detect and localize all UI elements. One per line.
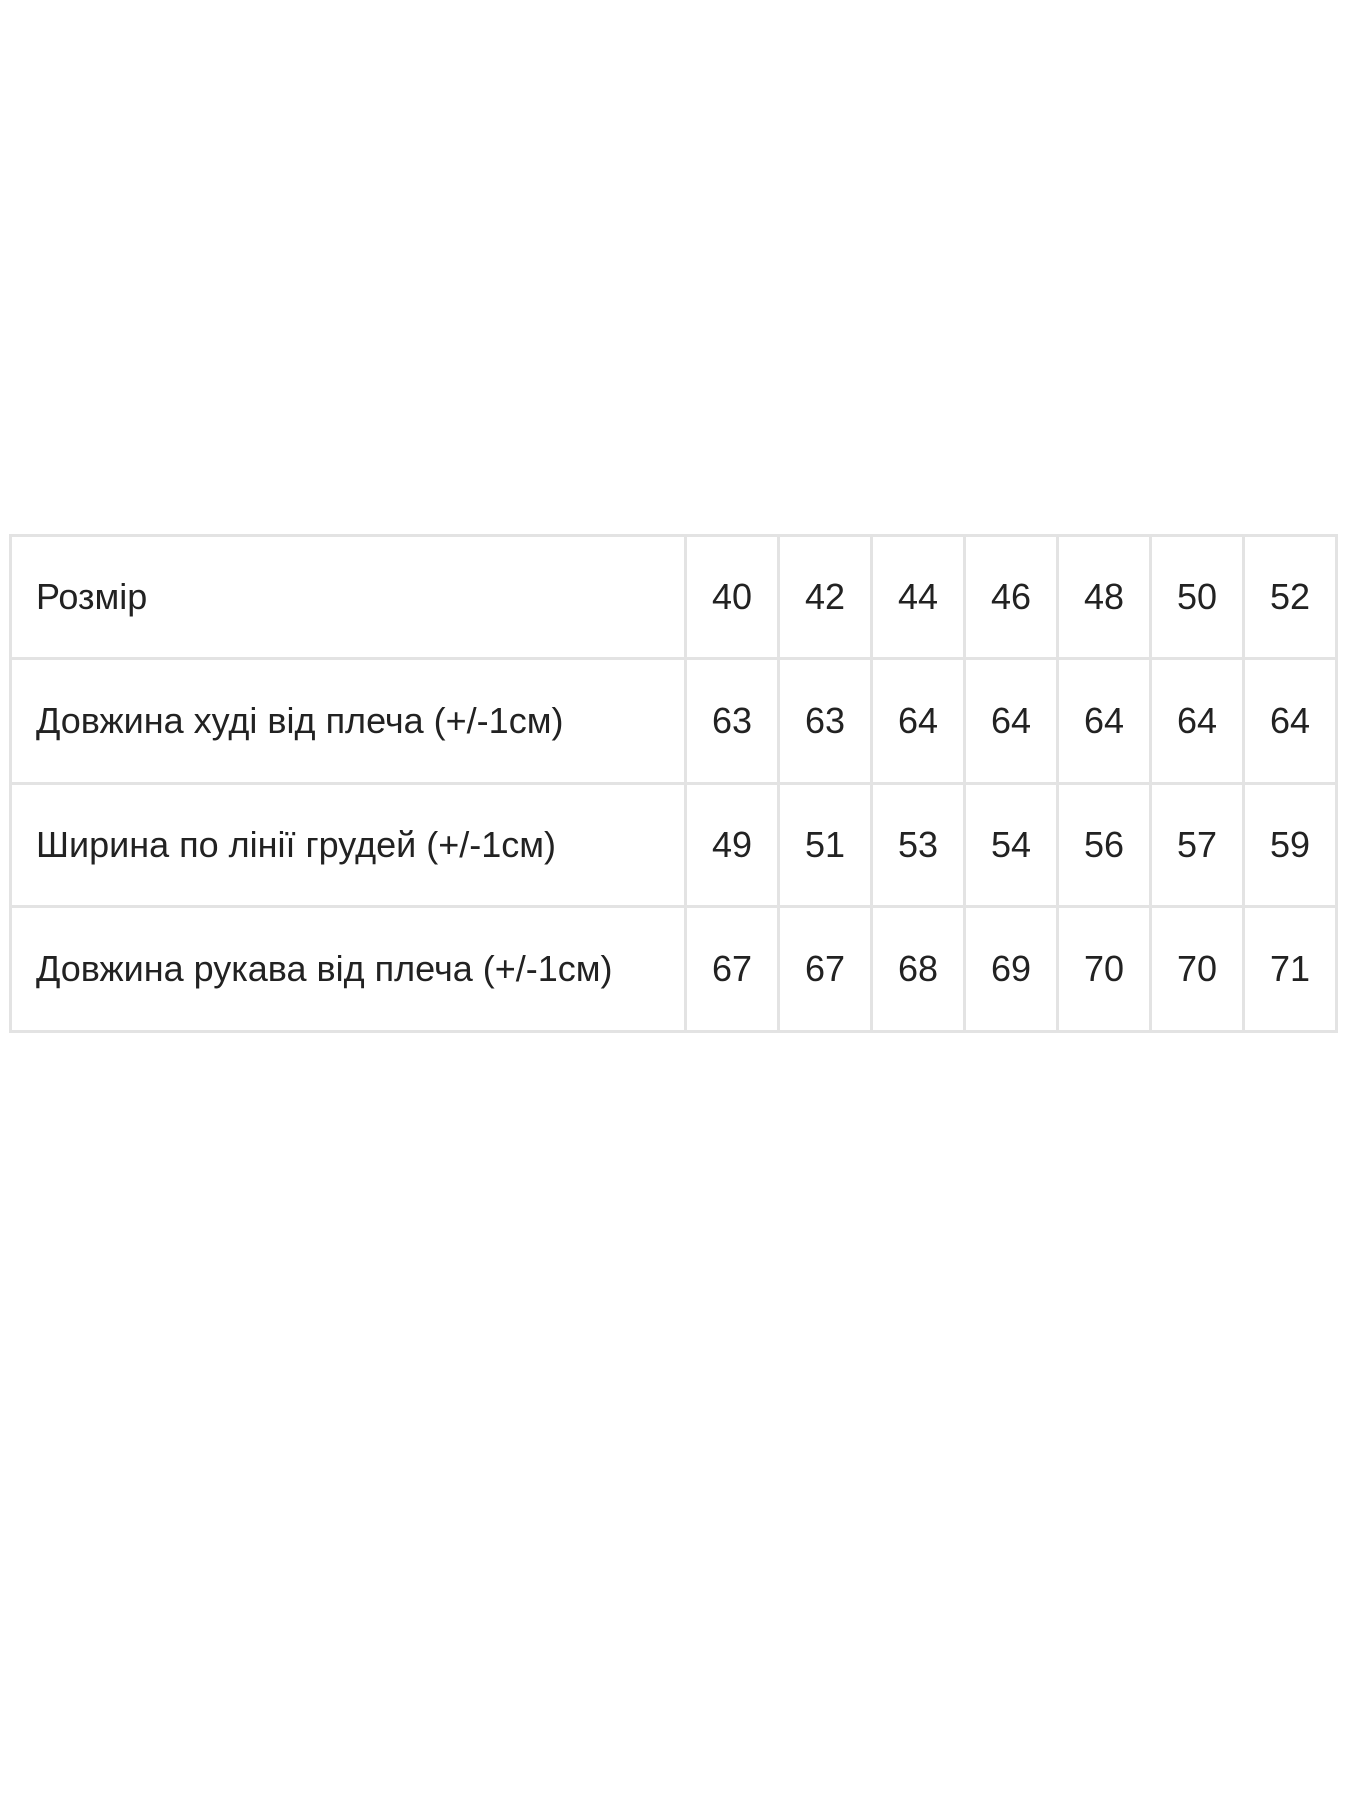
measurement-cell: 49: [684, 782, 780, 908]
size-header-cell: 50: [1149, 534, 1245, 660]
measurement-cell: 71: [1242, 905, 1338, 1033]
measurement-cell: 53: [870, 782, 966, 908]
size-header-cell: 46: [963, 534, 1059, 660]
size-chart-table: Розмір 40 42 44 46 48 50 52 Довжина худі від пле…: [9, 534, 1338, 1033]
row-label: Довжина худі від плеча (+/-1см): [9, 657, 687, 785]
measurement-cell: 70: [1149, 905, 1245, 1033]
measurement-cell: 64: [1242, 657, 1338, 785]
table-row: Довжина худі від плеча (+/-1см) 63 63 64 64 6…: [9, 657, 1338, 785]
table-row: Ширина по лінії грудей (+/-1см) 49 51 53 54 5…: [9, 782, 1338, 908]
measurement-cell: 64: [963, 657, 1059, 785]
measurement-cell: 69: [963, 905, 1059, 1033]
size-header-cell: 52: [1242, 534, 1338, 660]
measurement-cell: 64: [870, 657, 966, 785]
size-header-cell: 42: [777, 534, 873, 660]
row-label: Ширина по лінії грудей (+/-1см): [9, 782, 687, 908]
size-header-cell: 48: [1056, 534, 1152, 660]
size-header-cell: 44: [870, 534, 966, 660]
measurement-cell: 59: [1242, 782, 1338, 908]
size-header-cell: 40: [684, 534, 780, 660]
row-label: Довжина рукава від плеча (+/-1см): [9, 905, 687, 1033]
measurement-cell: 67: [777, 905, 873, 1033]
measurement-cell: 63: [777, 657, 873, 785]
measurement-cell: 54: [963, 782, 1059, 908]
measurement-cell: 64: [1056, 657, 1152, 785]
measurement-cell: 68: [870, 905, 966, 1033]
measurement-cell: 63: [684, 657, 780, 785]
table-row: Довжина рукава від плеча (+/-1см) 67 67 68 6…: [9, 905, 1338, 1033]
row-label: Розмір: [9, 534, 687, 660]
measurement-cell: 51: [777, 782, 873, 908]
measurement-cell: 64: [1149, 657, 1245, 785]
measurement-cell: 57: [1149, 782, 1245, 908]
header-row: Розмір 40 42 44 46 48 50 52: [9, 534, 1338, 660]
measurement-cell: 56: [1056, 782, 1152, 908]
measurement-cell: 70: [1056, 905, 1152, 1033]
measurement-cell: 67: [684, 905, 780, 1033]
